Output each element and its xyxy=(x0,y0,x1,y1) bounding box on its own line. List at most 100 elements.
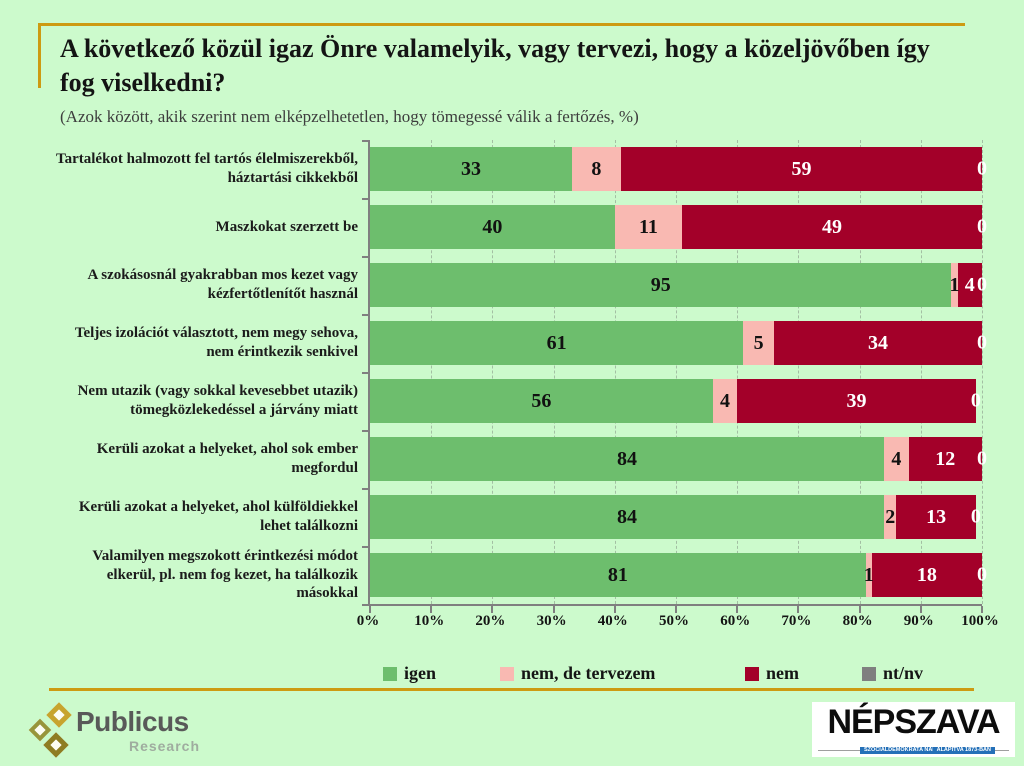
legend-label: nt/nv xyxy=(883,663,924,683)
x-axis-tick xyxy=(369,606,371,613)
legend-swatch-icon xyxy=(862,666,876,681)
bar-row: 33 8 59 0 xyxy=(370,147,987,191)
y-axis-tick xyxy=(362,314,369,316)
category-label: Kerüli azokat a helyeket, ahol sok ember… xyxy=(96,441,358,476)
bar-zero-label: 0 xyxy=(977,447,987,470)
x-axis-tick-label: 30% xyxy=(536,613,567,629)
publicus-diamond-icon xyxy=(28,718,52,742)
bar-segment-nem: 39 xyxy=(737,379,976,423)
bar-zero-label: 0 xyxy=(977,331,987,354)
bar-segment-nem--de-tervezem: 1 xyxy=(949,263,960,307)
y-axis-tick xyxy=(362,546,369,548)
legend-swatch-icon xyxy=(500,666,514,681)
bar-value-label: 84 xyxy=(617,447,638,470)
y-axis-tick xyxy=(362,430,369,432)
bar-value-label: 2 xyxy=(885,505,896,528)
legend-item-nt-nv: nt/nv xyxy=(862,663,923,684)
bar-segment-nem: 34 xyxy=(773,321,982,365)
x-axis-tick xyxy=(613,606,616,613)
gridline xyxy=(798,140,800,604)
gridline xyxy=(553,140,555,604)
bar-segment-nem--de-tervezem: 4 xyxy=(884,437,909,481)
bar-value-label: 4 xyxy=(891,447,902,470)
x-axis-tick-label: 100% xyxy=(961,613,999,629)
x-axis-tick-label: 10% xyxy=(414,613,445,629)
bar-segment-igen: 84 xyxy=(370,437,885,481)
y-axis-tick xyxy=(362,198,369,200)
y-axis-tick xyxy=(362,256,369,258)
bar-segment-nem--de-tervezem: 2 xyxy=(884,495,897,539)
chart-title: A következő közül igaz Önre valamelyik, … xyxy=(60,34,930,98)
category-labels: Tartalékot halmozott fel tartós élelmisz… xyxy=(55,140,358,604)
bar-value-label: 34 xyxy=(867,331,888,354)
bar-value-label: 49 xyxy=(822,215,843,238)
bar-value-label: 8 xyxy=(591,157,602,180)
legend: igen nem, de tervezem nem nt/nv xyxy=(0,663,1024,689)
x-axis-tick-label: 70% xyxy=(781,613,812,629)
x-axis-tick xyxy=(491,606,494,613)
bar-segment-nem: 13 xyxy=(896,495,976,539)
x-axis-tick-label: 40% xyxy=(597,613,628,629)
bar-value-label: 84 xyxy=(617,505,638,528)
bar-segment-nem: 12 xyxy=(908,437,982,481)
bar-segment-nem--de-tervezem: 8 xyxy=(571,147,621,191)
bar-value-label: 95 xyxy=(650,273,671,296)
bar-segment-nem: 49 xyxy=(682,205,982,249)
bar-zero-label: 0 xyxy=(970,505,981,528)
publicus-logo: Publicus Research xyxy=(20,700,230,762)
y-axis-tick xyxy=(362,140,369,142)
x-axis-tick xyxy=(736,606,739,613)
bar-segment-nem--de-tervezem: 5 xyxy=(743,321,774,365)
y-axis-tick xyxy=(362,488,369,490)
bar-value-label: 56 xyxy=(531,389,552,412)
bar-row: 81 1 18 0 xyxy=(370,553,987,597)
bar-value-label: 61 xyxy=(546,331,567,354)
bar-segment-igen: 56 xyxy=(370,379,713,423)
category-label: A szokásosnál gyakrabban mos kezet vagy … xyxy=(87,267,358,302)
x-axis-tick-label: 80% xyxy=(842,613,873,629)
bar-row: 95 1 4 0 xyxy=(370,263,987,307)
gridline xyxy=(982,140,983,604)
bar-value-label: 1 xyxy=(949,273,960,296)
x-axis-tick xyxy=(919,606,922,613)
nepszava-wordmark: NÉPSZAVA xyxy=(827,703,1000,741)
bar-zero-label: 0 xyxy=(977,215,987,238)
bar-value-label: 33 xyxy=(460,157,481,180)
legend-swatch-icon xyxy=(383,666,397,681)
bar-segment-igen: 40 xyxy=(370,205,615,249)
gridline xyxy=(431,140,433,604)
x-axis-tick-label: 50% xyxy=(659,613,689,629)
x-axis-tick-label: 60% xyxy=(720,613,751,629)
publicus-research-label: Research xyxy=(128,738,200,754)
bar-value-label: 4 xyxy=(964,273,975,296)
bar-value-label: 18 xyxy=(916,563,937,586)
category-label: Kerüli azokat a helyeket, ahol külföldie… xyxy=(78,499,358,534)
bar-zero-label: 0 xyxy=(977,273,987,296)
bar-zero-label: 0 xyxy=(970,389,981,412)
legend-item-nem: nem xyxy=(745,663,799,684)
bar-segment-nem: 18 xyxy=(871,553,982,597)
nepszava-tagline-bar: SZOCIÁLDEMOKRATA NAPILAP ALAPÍTVA 1873-B… xyxy=(818,747,1009,754)
x-axis-tick xyxy=(552,606,555,613)
bar-segment-nem: 59 xyxy=(620,147,982,191)
bar-segment-nem--de-tervezem: 1 xyxy=(864,553,874,597)
x-axis-tick xyxy=(797,606,800,613)
legend-label: igen xyxy=(404,663,437,683)
bar-value-label: 13 xyxy=(926,505,947,528)
x-axis-tick-label: 90% xyxy=(903,613,934,629)
category-label: Teljes izolációt választott, nem megy se… xyxy=(74,325,358,360)
x-axis-tick-label: 20% xyxy=(475,613,506,629)
bar-row: 61 5 34 0 xyxy=(370,321,987,365)
bottom-accent-rule xyxy=(49,688,974,691)
category-label: Maszkokat szerzett be xyxy=(215,218,358,235)
category-label: Valamilyen megszokott érintkezési módot … xyxy=(92,547,358,602)
nepszava-tagline-2: ALAPÍTVA 1873-BAN xyxy=(932,747,995,754)
legend-label: nem xyxy=(766,663,799,683)
bar-zero-label: 0 xyxy=(977,563,987,586)
category-label: Nem utazik (vagy sokkal kevesebbet utazi… xyxy=(77,383,358,418)
gridline xyxy=(737,140,739,604)
y-axis-tick xyxy=(362,372,369,374)
bar-value-label: 4 xyxy=(719,389,730,412)
bar-segment-igen: 84 xyxy=(370,495,885,539)
